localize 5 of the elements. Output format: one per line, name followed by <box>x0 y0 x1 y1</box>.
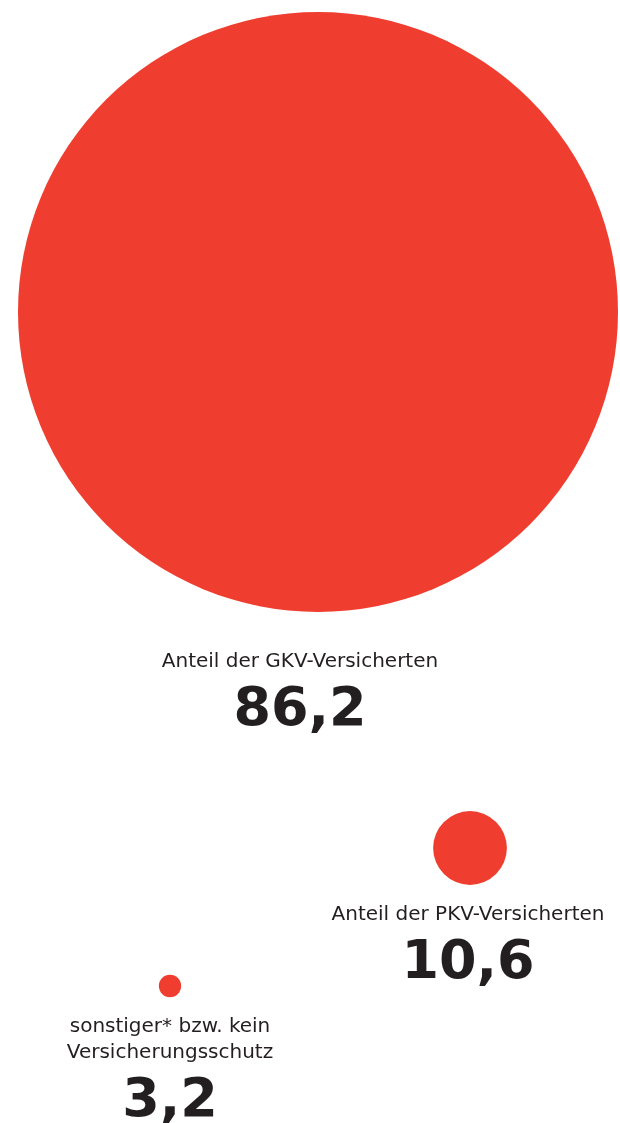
data-label: 10,6 <box>401 928 535 991</box>
data-label: 86,2 <box>233 675 367 738</box>
category-label: Anteil der PKV-Versicherten <box>331 901 605 926</box>
category-label: sonstiger* bzw. kein Versicherungsschutz <box>66 1013 274 1064</box>
category-label: Anteil der GKV-Versicherten <box>161 648 439 673</box>
